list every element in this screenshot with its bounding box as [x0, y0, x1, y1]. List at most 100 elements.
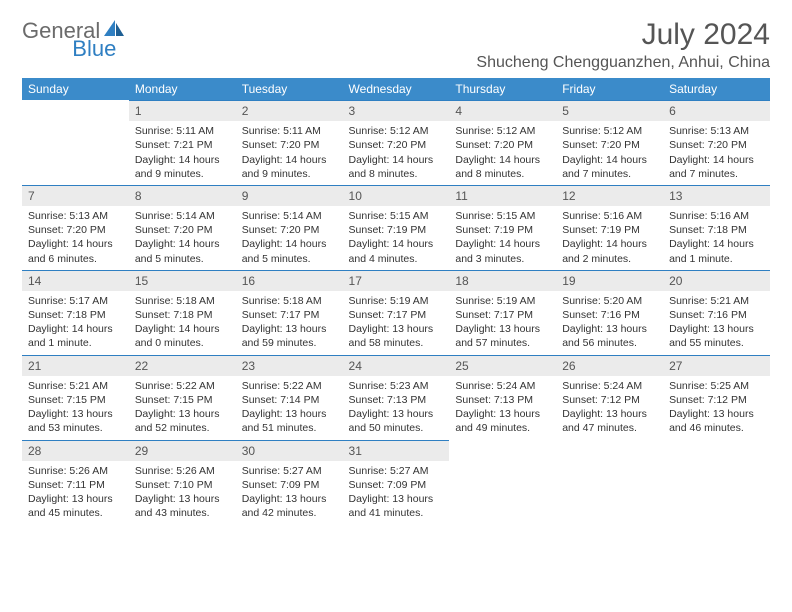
sunrise-text: Sunrise: 5:27 AM [242, 464, 337, 478]
calendar-day-cell: 24Sunrise: 5:23 AMSunset: 7:13 PMDayligh… [343, 355, 450, 440]
calendar-day-cell: 31Sunrise: 5:27 AMSunset: 7:09 PMDayligh… [343, 440, 450, 525]
weekday-header: Wednesday [343, 78, 450, 100]
day-body: Sunrise: 5:20 AMSunset: 7:16 PMDaylight:… [556, 291, 663, 355]
sunset-text: Sunset: 7:16 PM [669, 308, 764, 322]
day-body: Sunrise: 5:14 AMSunset: 7:20 PMDaylight:… [129, 206, 236, 270]
sunset-text: Sunset: 7:20 PM [669, 138, 764, 152]
daylight-text: Daylight: 13 hours and 47 minutes. [562, 407, 657, 435]
day-number: 24 [343, 355, 450, 376]
calendar-day-cell: 19Sunrise: 5:20 AMSunset: 7:16 PMDayligh… [556, 270, 663, 355]
calendar-day-cell: 26Sunrise: 5:24 AMSunset: 7:12 PMDayligh… [556, 355, 663, 440]
calendar-day-cell: 12Sunrise: 5:16 AMSunset: 7:19 PMDayligh… [556, 185, 663, 270]
calendar-day-cell: 18Sunrise: 5:19 AMSunset: 7:17 PMDayligh… [449, 270, 556, 355]
sunrise-text: Sunrise: 5:12 AM [349, 124, 444, 138]
sunrise-text: Sunrise: 5:26 AM [135, 464, 230, 478]
calendar-head: SundayMondayTuesdayWednesdayThursdayFrid… [22, 78, 770, 100]
sunrise-text: Sunrise: 5:22 AM [135, 379, 230, 393]
sunrise-text: Sunrise: 5:11 AM [242, 124, 337, 138]
daylight-text: Daylight: 13 hours and 51 minutes. [242, 407, 337, 435]
daylight-text: Daylight: 14 hours and 2 minutes. [562, 237, 657, 265]
sunset-text: Sunset: 7:14 PM [242, 393, 337, 407]
day-number: 26 [556, 355, 663, 376]
calendar-day-cell: 23 Sunrise: 5:22 AMSunset: 7:14 PMDayligh… [236, 355, 343, 440]
day-body: Sunrise: 5:13 AMSunset: 7:20 PMDaylight:… [22, 206, 129, 270]
day-body: Sunrise: 5:21 AMSunset: 7:15 PMDaylight:… [22, 376, 129, 440]
daylight-text: Daylight: 13 hours and 43 minutes. [135, 492, 230, 520]
day-number: 16 [236, 270, 343, 291]
day-body: Sunrise: 5:19 AMSunset: 7:17 PMDaylight:… [449, 291, 556, 355]
day-body: Sunrise: 5:11 AMSunset: 7:20 PMDaylight:… [236, 121, 343, 185]
daylight-text: Daylight: 14 hours and 9 minutes. [135, 153, 230, 181]
day-body: Sunrise: 5:23 AMSunset: 7:13 PMDaylight:… [343, 376, 450, 440]
sunset-text: Sunset: 7:17 PM [242, 308, 337, 322]
daylight-text: Daylight: 13 hours and 57 minutes. [455, 322, 550, 350]
day-number: 22 [129, 355, 236, 376]
calendar-body: 1Sunrise: 5:11 AMSunset: 7:21 PMDaylight… [22, 100, 770, 524]
day-body: Sunrise: 5:25 AMSunset: 7:12 PMDaylight:… [663, 376, 770, 440]
day-body: Sunrise: 5:18 AMSunset: 7:18 PMDaylight:… [129, 291, 236, 355]
sunset-text: Sunset: 7:20 PM [135, 223, 230, 237]
sunrise-text: Sunrise: 5:27 AM [349, 464, 444, 478]
sunrise-text: Sunrise: 5:22 AM [242, 379, 337, 393]
daylight-text: Daylight: 14 hours and 9 minutes. [242, 153, 337, 181]
day-body: Sunrise: 5:27 AMSunset: 7:09 PMDaylight:… [343, 461, 450, 525]
day-number: 2 [236, 100, 343, 121]
sunrise-text: Sunrise: 5:18 AM [135, 294, 230, 308]
day-body: Sunrise: 5:22 AMSunset: 7:15 PMDaylight:… [129, 376, 236, 440]
daylight-text: Daylight: 13 hours and 53 minutes. [28, 407, 123, 435]
daylight-text: Daylight: 14 hours and 5 minutes. [242, 237, 337, 265]
calendar-day-cell: 21Sunrise: 5:21 AMSunset: 7:15 PMDayligh… [22, 355, 129, 440]
calendar-day-cell: 17Sunrise: 5:19 AMSunset: 7:17 PMDayligh… [343, 270, 450, 355]
sunset-text: Sunset: 7:09 PM [242, 478, 337, 492]
daylight-text: Daylight: 13 hours and 46 minutes. [669, 407, 764, 435]
daylight-text: Daylight: 14 hours and 8 minutes. [455, 153, 550, 181]
day-number: 18 [449, 270, 556, 291]
day-number: 25 [449, 355, 556, 376]
day-number: 27 [663, 355, 770, 376]
calendar-day-cell [556, 440, 663, 525]
day-body: Sunrise: 5:26 AMSunset: 7:11 PMDaylight:… [22, 461, 129, 525]
day-number: 20 [663, 270, 770, 291]
sunrise-text: Sunrise: 5:12 AM [562, 124, 657, 138]
sunrise-text: Sunrise: 5:18 AM [242, 294, 337, 308]
day-number: 23 [236, 355, 343, 376]
daylight-text: Daylight: 13 hours and 56 minutes. [562, 322, 657, 350]
daylight-text: Daylight: 14 hours and 4 minutes. [349, 237, 444, 265]
daylight-text: Daylight: 13 hours and 58 minutes. [349, 322, 444, 350]
calendar-week-row: 21Sunrise: 5:21 AMSunset: 7:15 PMDayligh… [22, 355, 770, 440]
calendar-day-cell: 27Sunrise: 5:25 AMSunset: 7:12 PMDayligh… [663, 355, 770, 440]
daylight-text: Daylight: 14 hours and 0 minutes. [135, 322, 230, 350]
calendar-day-cell: 14Sunrise: 5:17 AMSunset: 7:18 PMDayligh… [22, 270, 129, 355]
daylight-text: Daylight: 14 hours and 1 minute. [669, 237, 764, 265]
day-number: 28 [22, 440, 129, 461]
sunset-text: Sunset: 7:20 PM [562, 138, 657, 152]
calendar-day-cell [449, 440, 556, 525]
day-number: 3 [343, 100, 450, 121]
sunset-text: Sunset: 7:15 PM [28, 393, 123, 407]
sunset-text: Sunset: 7:20 PM [28, 223, 123, 237]
day-body: Sunrise: 5:17 AMSunset: 7:18 PMDaylight:… [22, 291, 129, 355]
calendar-day-cell: 5Sunrise: 5:12 AMSunset: 7:20 PMDaylight… [556, 100, 663, 185]
daylight-text: Daylight: 13 hours and 49 minutes. [455, 407, 550, 435]
calendar-day-cell: 4Sunrise: 5:12 AMSunset: 7:20 PMDaylight… [449, 100, 556, 185]
day-number: 29 [129, 440, 236, 461]
sunrise-text: Sunrise: 5:23 AM [349, 379, 444, 393]
sunrise-text: Sunrise: 5:14 AM [242, 209, 337, 223]
calendar-day-cell: 29Sunrise: 5:26 AMSunset: 7:10 PMDayligh… [129, 440, 236, 525]
day-body: Sunrise: 5:12 AMSunset: 7:20 PMDaylight:… [449, 121, 556, 185]
calendar-day-cell: 15Sunrise: 5:18 AMSunset: 7:18 PMDayligh… [129, 270, 236, 355]
day-body: Sunrise: 5:16 AMSunset: 7:19 PMDaylight:… [556, 206, 663, 270]
day-body: Sunrise: 5:21 AMSunset: 7:16 PMDaylight:… [663, 291, 770, 355]
day-body: Sunrise: 5:16 AMSunset: 7:18 PMDaylight:… [663, 206, 770, 270]
day-body: Sunrise: 5:27 AMSunset: 7:09 PMDaylight:… [236, 461, 343, 525]
day-body: Sunrise: 5:18 AMSunset: 7:17 PMDaylight:… [236, 291, 343, 355]
sunrise-text: Sunrise: 5:21 AM [669, 294, 764, 308]
sunset-text: Sunset: 7:19 PM [455, 223, 550, 237]
calendar-day-cell: 2Sunrise: 5:11 AMSunset: 7:20 PMDaylight… [236, 100, 343, 185]
sunset-text: Sunset: 7:13 PM [349, 393, 444, 407]
weekday-header: Friday [556, 78, 663, 100]
daylight-text: Daylight: 14 hours and 7 minutes. [562, 153, 657, 181]
day-number: 11 [449, 185, 556, 206]
day-body: Sunrise: 5:13 AMSunset: 7:20 PMDaylight:… [663, 121, 770, 185]
weekday-header: Thursday [449, 78, 556, 100]
